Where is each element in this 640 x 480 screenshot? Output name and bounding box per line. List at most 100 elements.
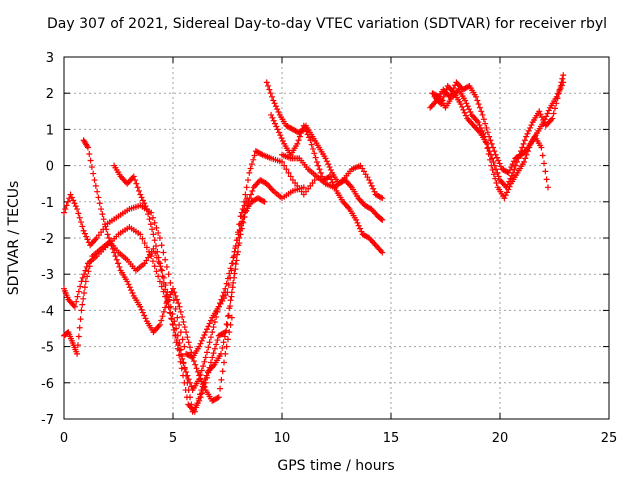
data-point xyxy=(196,343,203,350)
data-point-fill xyxy=(217,300,224,307)
data-point-fill xyxy=(94,188,101,195)
data-point-fill xyxy=(287,173,294,180)
data-point-fill xyxy=(514,158,521,165)
data-point xyxy=(560,72,567,79)
data-point-fill xyxy=(193,365,200,372)
data-point-fill xyxy=(328,176,335,183)
data-point-fill xyxy=(503,189,510,196)
data-point-fill xyxy=(463,100,470,107)
data-point-fill xyxy=(542,168,549,175)
data-point-fill xyxy=(143,244,150,251)
data-point-fill xyxy=(519,144,526,151)
data-point-fill xyxy=(232,266,239,273)
data-point xyxy=(159,267,166,274)
data-series-7 xyxy=(268,111,386,256)
data-point-fill xyxy=(81,290,88,297)
data-point-fill xyxy=(87,157,94,164)
y-axis-label: SDTVAR / TECUs xyxy=(6,181,22,296)
data-point xyxy=(215,303,222,310)
data-point-fill xyxy=(299,126,306,133)
data-point xyxy=(156,321,163,328)
data-point-fill xyxy=(227,297,234,304)
data-point-fill xyxy=(206,364,213,371)
data-point-fill xyxy=(507,175,514,182)
data-point-fill xyxy=(176,321,183,328)
data-point-fill xyxy=(246,195,253,202)
data-point xyxy=(163,292,170,299)
data-point-fill xyxy=(490,171,497,178)
data-point-fill xyxy=(187,394,194,401)
data-point-fill xyxy=(159,273,166,280)
data-point-fill xyxy=(181,364,188,371)
x-tick-label: 25 xyxy=(601,431,618,446)
data-point xyxy=(263,79,270,86)
data-point-fill xyxy=(221,359,228,366)
data-point-fill xyxy=(151,237,158,244)
data-point-fill xyxy=(275,109,282,116)
data-point-fill xyxy=(258,151,265,158)
data-point-fill xyxy=(236,227,243,234)
data-point-fill xyxy=(231,270,238,277)
data-point xyxy=(178,365,185,372)
data-point-fill xyxy=(218,296,225,303)
data-point-fill xyxy=(198,390,205,397)
data-point-fill xyxy=(495,173,502,180)
data-series-9 xyxy=(427,79,551,191)
data-point-fill xyxy=(558,79,565,86)
data-point-fill xyxy=(279,137,286,144)
data-point-fill xyxy=(214,308,221,315)
data-point xyxy=(209,329,216,336)
data-point-fill xyxy=(132,177,139,184)
data-point-fill xyxy=(173,296,180,303)
data-point-fill xyxy=(543,113,550,120)
data-series-5 xyxy=(111,162,268,394)
data-point xyxy=(84,144,91,151)
data-point xyxy=(150,231,157,238)
data-point-fill xyxy=(138,194,145,201)
data-point-fill xyxy=(311,150,318,157)
data-point-fill xyxy=(154,248,161,255)
data-point xyxy=(379,249,386,256)
y-tick-label: 0 xyxy=(46,160,54,175)
data-point-fill xyxy=(155,254,162,261)
data-point-fill xyxy=(218,376,225,383)
data-point xyxy=(294,140,301,147)
data-point-fill xyxy=(162,286,169,293)
data-point xyxy=(91,177,98,184)
data-point xyxy=(222,350,229,357)
data-point-fill xyxy=(75,288,82,295)
data-point-fill xyxy=(160,308,167,315)
data-point-fill xyxy=(141,240,148,247)
data-point xyxy=(479,111,486,118)
data-point xyxy=(538,144,545,151)
data-point xyxy=(523,133,530,140)
data-point-fill xyxy=(477,124,484,131)
y-tick-label: 3 xyxy=(46,51,54,66)
data-point xyxy=(111,249,118,256)
data-point xyxy=(300,184,307,191)
data-series-4 xyxy=(80,137,235,404)
data-point xyxy=(261,198,268,205)
data-point-fill xyxy=(556,86,563,93)
y-tick-label: -7 xyxy=(41,413,54,428)
data-point-fill xyxy=(141,200,148,207)
data-point-fill xyxy=(480,116,487,123)
data-series-3 xyxy=(61,148,318,415)
data-point-fill xyxy=(79,274,86,281)
data-point-fill xyxy=(181,324,188,331)
data-point-fill xyxy=(540,116,547,123)
data-point-fill xyxy=(232,242,239,249)
data-point-fill xyxy=(115,260,122,267)
data-point-fill xyxy=(160,279,167,286)
data-point-fill xyxy=(487,151,494,158)
data-point-fill xyxy=(201,384,208,391)
data-point-fill xyxy=(90,170,97,177)
data-point-fill xyxy=(554,95,561,102)
data-point-fill xyxy=(84,273,91,280)
data-point-fill xyxy=(507,166,514,173)
data-point-fill xyxy=(108,242,115,249)
data-point-fill xyxy=(358,228,365,235)
data-point-fill xyxy=(188,401,195,408)
data-point-fill xyxy=(528,122,535,129)
data-point-fill xyxy=(271,100,278,107)
